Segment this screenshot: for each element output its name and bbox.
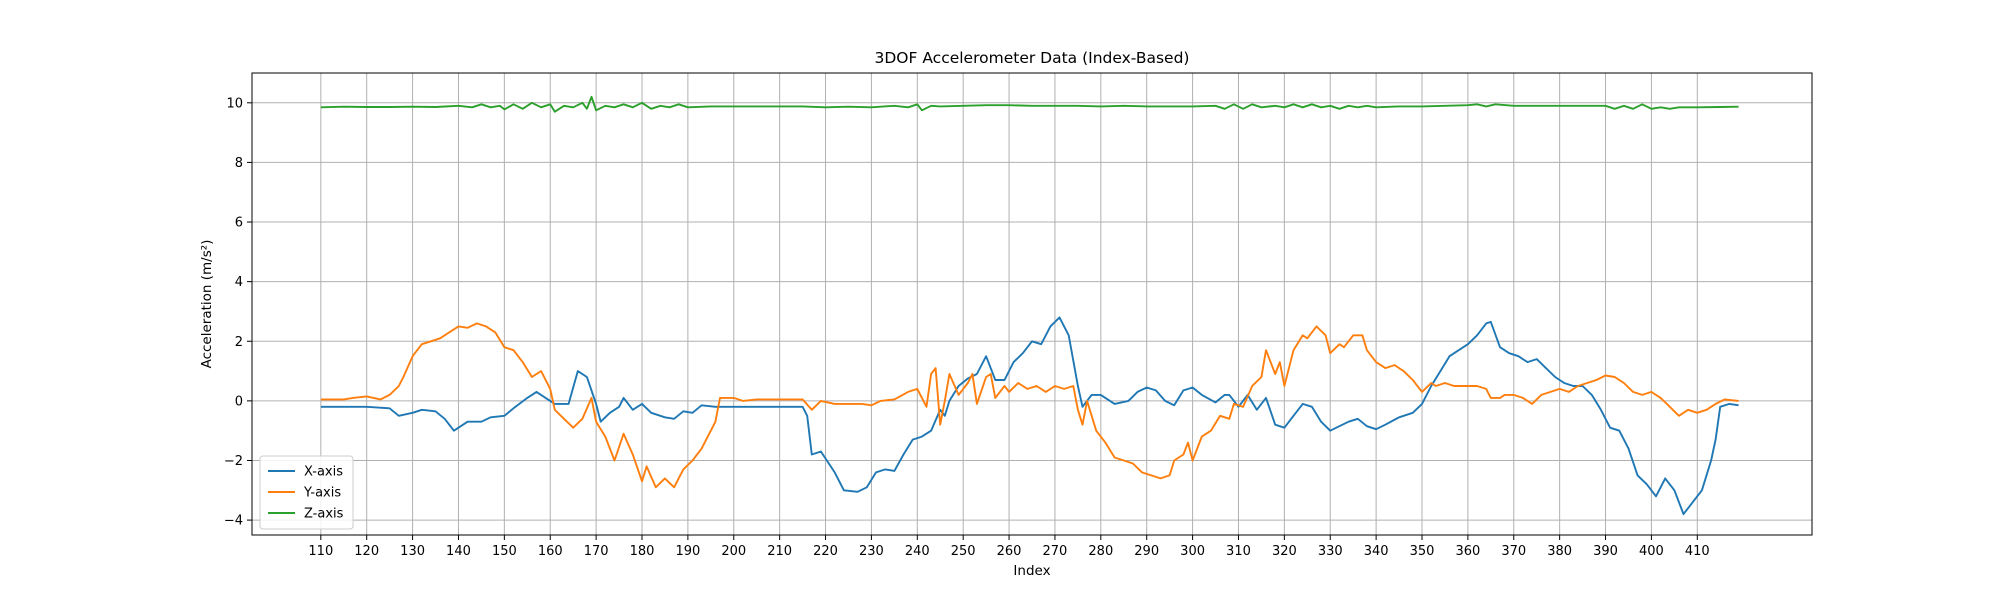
x-tick-label: 160 [538,544,563,559]
x-tick-label: 330 [1318,544,1343,559]
legend-box [259,455,354,530]
legend-label: X-axis [304,465,343,480]
axes [247,72,1813,540]
chart-title: 3DOF Accelerometer Data (Index-Based) [875,49,1190,67]
x-tick-label: 120 [354,544,379,559]
y-tick-label: −2 [224,454,243,469]
x-tick-label: 360 [1455,544,1480,559]
x-tick-label: 250 [951,544,976,559]
x-tick-label: 220 [813,544,838,559]
x-axis-label: Index [1013,563,1050,579]
x-tick-label: 260 [997,544,1022,559]
y-tick-label: −4 [224,514,243,529]
x-tick-label: 200 [721,544,746,559]
x-tick-label: 150 [492,544,517,559]
x-tick-label: 370 [1501,544,1526,559]
x-tick-label: 390 [1593,544,1618,559]
x-tick-label: 240 [905,544,930,559]
x-tick-label: 280 [1088,544,1113,559]
y-tick-label: 0 [235,394,243,409]
x-tick-label: 380 [1547,544,1572,559]
x-tick-label: 140 [446,544,471,559]
x-tick-label: 320 [1272,544,1297,559]
x-tick-label: 350 [1410,544,1435,559]
y-tick-label: 10 [226,96,243,111]
x-tick-label: 230 [859,544,884,559]
series-line-y-axis [320,322,1739,489]
x-tick-label: 190 [675,544,700,559]
x-tick-label: 180 [630,544,655,559]
legend-label: Z-axis [304,507,344,522]
legend-label: Y-axis [303,486,341,501]
x-tick-label: 410 [1685,544,1710,559]
y-tick-label: 8 [235,156,243,171]
x-tick-label: 310 [1226,544,1251,559]
x-tick-label: 300 [1180,544,1205,559]
series-line-z-axis [320,95,1739,113]
x-tick-label: 270 [1043,544,1068,559]
x-tick-label: 170 [584,544,609,559]
plot-frame [251,72,1813,536]
y-tick-label: 4 [235,275,243,290]
y-tick-label: 2 [235,335,243,350]
series-lines [320,95,1739,516]
legend: X-axis Y-axis Z-axis [259,455,354,530]
x-tick-label: 290 [1134,544,1159,559]
x-tick-label: 210 [767,544,792,559]
x-tick-label: 400 [1639,544,1664,559]
y-tick-label: 6 [235,216,243,231]
tick-labels: 110 120 130 140 150 160 170 180 190 200 210 220 230 2… [224,96,1710,559]
x-tick-label: 340 [1364,544,1389,559]
y-axis-label: Acceleration (m/s²) [199,240,215,369]
x-tick-label: 110 [308,544,333,559]
x-tick-label: 130 [400,544,425,559]
series-line-x-axis [320,316,1739,516]
